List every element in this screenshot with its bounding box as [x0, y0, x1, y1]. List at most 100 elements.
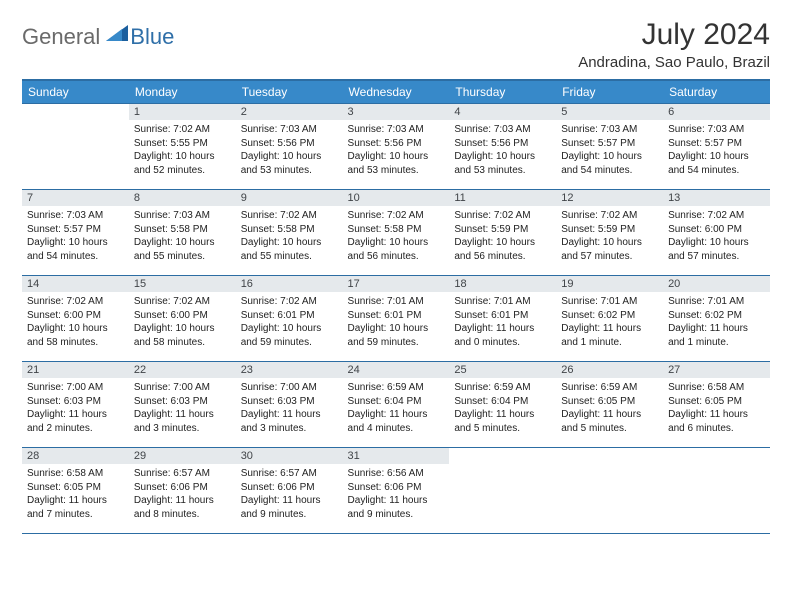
- day-detail-line: Daylight: 10 hours and 54 minutes.: [27, 236, 124, 263]
- day-detail-line: Sunrise: 7:02 AM: [348, 209, 445, 223]
- day-details: Sunrise: 7:03 AMSunset: 5:57 PMDaylight:…: [22, 206, 129, 267]
- day-detail-line: Daylight: 10 hours and 55 minutes.: [241, 236, 338, 263]
- day-detail-line: Sunset: 6:05 PM: [668, 395, 765, 409]
- day-detail-line: Sunrise: 7:01 AM: [348, 295, 445, 309]
- day-detail-line: Daylight: 10 hours and 53 minutes.: [348, 150, 445, 177]
- day-detail-line: Sunrise: 7:03 AM: [348, 123, 445, 137]
- day-detail-line: Sunset: 5:58 PM: [134, 223, 231, 237]
- weekday-header: Wednesday: [343, 80, 450, 104]
- day-detail-line: Daylight: 10 hours and 56 minutes.: [454, 236, 551, 263]
- calendar-table: Sunday Monday Tuesday Wednesday Thursday…: [22, 79, 770, 534]
- weekday-header: Sunday: [22, 80, 129, 104]
- day-number: 11: [449, 190, 556, 206]
- day-detail-line: Daylight: 11 hours and 3 minutes.: [241, 408, 338, 435]
- calendar-day-cell: 4Sunrise: 7:03 AMSunset: 5:56 PMDaylight…: [449, 104, 556, 190]
- title-block: July 2024 Andradina, Sao Paulo, Brazil: [578, 18, 770, 71]
- day-detail-line: Daylight: 11 hours and 1 minute.: [561, 322, 658, 349]
- weekday-header: Friday: [556, 80, 663, 104]
- day-detail-line: Daylight: 10 hours and 52 minutes.: [134, 150, 231, 177]
- day-details: Sunrise: 7:00 AMSunset: 6:03 PMDaylight:…: [236, 378, 343, 439]
- day-detail-line: Sunrise: 7:01 AM: [561, 295, 658, 309]
- calendar-day-cell: 24Sunrise: 6:59 AMSunset: 6:04 PMDayligh…: [343, 362, 450, 448]
- day-number: 17: [343, 276, 450, 292]
- day-detail-line: Sunset: 6:06 PM: [241, 481, 338, 495]
- day-detail-line: Sunset: 6:00 PM: [134, 309, 231, 323]
- day-details: Sunrise: 7:01 AMSunset: 6:02 PMDaylight:…: [663, 292, 770, 353]
- logo: General Blue: [22, 24, 174, 50]
- logo-text-blue: Blue: [130, 24, 174, 50]
- day-detail-line: Daylight: 10 hours and 57 minutes.: [668, 236, 765, 263]
- weekday-header: Monday: [129, 80, 236, 104]
- calendar-day-cell: [556, 448, 663, 534]
- day-number: 18: [449, 276, 556, 292]
- calendar-week-row: 7Sunrise: 7:03 AMSunset: 5:57 PMDaylight…: [22, 190, 770, 276]
- day-detail-line: Daylight: 10 hours and 55 minutes.: [134, 236, 231, 263]
- day-details: Sunrise: 6:56 AMSunset: 6:06 PMDaylight:…: [343, 464, 450, 525]
- day-detail-line: Sunset: 6:03 PM: [241, 395, 338, 409]
- calendar-day-cell: 30Sunrise: 6:57 AMSunset: 6:06 PMDayligh…: [236, 448, 343, 534]
- day-detail-line: Daylight: 11 hours and 5 minutes.: [454, 408, 551, 435]
- day-detail-line: Daylight: 10 hours and 53 minutes.: [241, 150, 338, 177]
- day-detail-line: Sunset: 6:03 PM: [27, 395, 124, 409]
- day-detail-line: Sunset: 5:57 PM: [668, 137, 765, 151]
- day-number: 8: [129, 190, 236, 206]
- day-number: 9: [236, 190, 343, 206]
- day-detail-line: Sunset: 6:01 PM: [454, 309, 551, 323]
- day-details: Sunrise: 6:58 AMSunset: 6:05 PMDaylight:…: [22, 464, 129, 525]
- day-number: 16: [236, 276, 343, 292]
- day-detail-line: Sunrise: 7:00 AM: [241, 381, 338, 395]
- calendar-day-cell: 28Sunrise: 6:58 AMSunset: 6:05 PMDayligh…: [22, 448, 129, 534]
- day-details: Sunrise: 7:02 AMSunset: 5:59 PMDaylight:…: [556, 206, 663, 267]
- day-details: Sunrise: 6:59 AMSunset: 6:04 PMDaylight:…: [449, 378, 556, 439]
- calendar-day-cell: 22Sunrise: 7:00 AMSunset: 6:03 PMDayligh…: [129, 362, 236, 448]
- day-number: 22: [129, 362, 236, 378]
- day-number: 23: [236, 362, 343, 378]
- day-detail-line: Sunrise: 6:58 AM: [668, 381, 765, 395]
- calendar-day-cell: 18 Sunrise: 7:01 AMSunset: 6:01 PMDayligh…: [449, 276, 556, 362]
- calendar-day-cell: [663, 448, 770, 534]
- day-number: 28: [22, 448, 129, 464]
- day-details: Sunrise: 7:02 AMSunset: 6:00 PMDaylight:…: [129, 292, 236, 353]
- day-detail-line: Sunset: 6:06 PM: [348, 481, 445, 495]
- calendar-day-cell: 9Sunrise: 7:02 AMSunset: 5:58 PMDaylight…: [236, 190, 343, 276]
- day-detail-line: Sunrise: 7:02 AM: [454, 209, 551, 223]
- day-detail-line: Sunrise: 7:03 AM: [454, 123, 551, 137]
- day-detail-line: Sunrise: 7:03 AM: [241, 123, 338, 137]
- calendar-day-cell: 13Sunrise: 7:02 AMSunset: 6:00 PMDayligh…: [663, 190, 770, 276]
- day-detail-line: Daylight: 10 hours and 54 minutes.: [668, 150, 765, 177]
- day-number: 29: [129, 448, 236, 464]
- day-details: Sunrise: 7:02 AMSunset: 5:58 PMDaylight:…: [343, 206, 450, 267]
- day-detail-line: Daylight: 11 hours and 8 minutes.: [134, 494, 231, 521]
- weekday-header: Tuesday: [236, 80, 343, 104]
- day-details: Sunrise: 7:00 AMSunset: 6:03 PMDaylight:…: [22, 378, 129, 439]
- day-detail-line: Sunrise: 7:01 AM: [668, 295, 765, 309]
- day-detail-line: Sunrise: 6:57 AM: [134, 467, 231, 481]
- day-detail-line: Sunrise: 7:00 AM: [27, 381, 124, 395]
- day-number: 3: [343, 104, 450, 120]
- day-detail-line: Sunrise: 7:03 AM: [561, 123, 658, 137]
- calendar-day-cell: 19Sunrise: 7:01 AMSunset: 6:02 PMDayligh…: [556, 276, 663, 362]
- calendar-day-cell: 27Sunrise: 6:58 AMSunset: 6:05 PMDayligh…: [663, 362, 770, 448]
- calendar-week-row: 1Sunrise: 7:02 AMSunset: 5:55 PMDaylight…: [22, 104, 770, 190]
- day-number: 14: [22, 276, 129, 292]
- day-detail-line: Sunset: 6:02 PM: [668, 309, 765, 323]
- location-subtitle: Andradina, Sao Paulo, Brazil: [578, 54, 770, 71]
- day-detail-line: Sunrise: 6:59 AM: [561, 381, 658, 395]
- day-detail-line: Sunset: 6:01 PM: [348, 309, 445, 323]
- day-detail-line: Daylight: 10 hours and 58 minutes.: [27, 322, 124, 349]
- day-detail-line: Sunrise: 6:57 AM: [241, 467, 338, 481]
- day-detail-line: Daylight: 11 hours and 3 minutes.: [134, 408, 231, 435]
- day-details: Sunrise: 7:02 AMSunset: 5:55 PMDaylight:…: [129, 120, 236, 181]
- calendar-day-cell: [449, 448, 556, 534]
- day-details: Sunrise: 7:02 AMSunset: 5:58 PMDaylight:…: [236, 206, 343, 267]
- day-number: 31: [343, 448, 450, 464]
- day-details: Sunrise: 7:03 AMSunset: 5:57 PMDaylight:…: [556, 120, 663, 181]
- day-detail-line: Daylight: 11 hours and 5 minutes.: [561, 408, 658, 435]
- day-detail-line: Sunrise: 7:02 AM: [134, 123, 231, 137]
- day-detail-line: Sunrise: 7:01 AM: [454, 295, 551, 309]
- day-number: 24: [343, 362, 450, 378]
- day-details: Sunrise: 7:00 AMSunset: 6:03 PMDaylight:…: [129, 378, 236, 439]
- calendar-day-cell: 12Sunrise: 7:02 AMSunset: 5:59 PMDayligh…: [556, 190, 663, 276]
- day-detail-line: Sunset: 5:56 PM: [454, 137, 551, 151]
- day-detail-line: Daylight: 11 hours and 0 minutes.: [454, 322, 551, 349]
